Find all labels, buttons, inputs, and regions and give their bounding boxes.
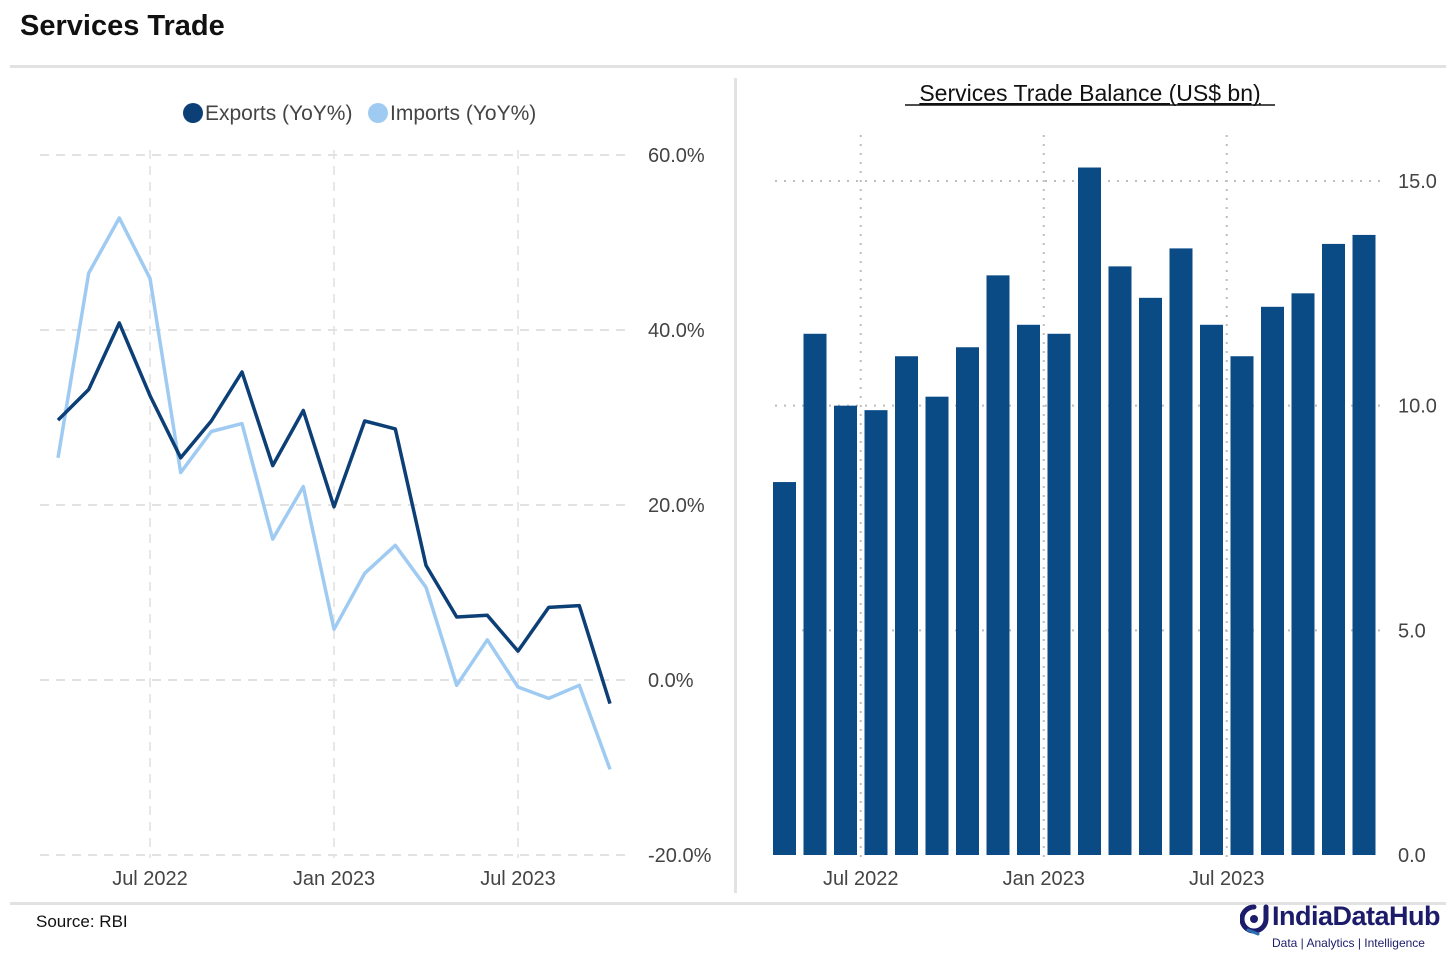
trade-balance-bar [895, 356, 918, 855]
trade-balance-bar [1322, 243, 1345, 855]
line-chart-ytick-label: 40.0% [648, 320, 705, 342]
trade-balance-bar [803, 333, 827, 856]
line-chart-ytick-label: 20.0% [648, 495, 705, 517]
trade-balance-bar [1230, 356, 1254, 855]
trade-balance-bar [1017, 324, 1040, 856]
bar-chart-xtick-label: Jul 2023 [1189, 868, 1265, 890]
trade-balance-bar [986, 275, 1010, 855]
line-chart-ytick-label: 60.0% [648, 145, 705, 167]
panel-divider [734, 78, 737, 893]
logo-mark-icon [1240, 904, 1269, 936]
trade-balance-bar-chart: 0.05.010.015.0 Jul 2022 Jan 2023 Jul 2023 … [773, 80, 1437, 890]
legend-marker-imports [368, 103, 388, 123]
line-chart-ytick-label: 0.0% [648, 670, 694, 692]
bar-chart-ytick-label: 10.0 [1398, 396, 1437, 418]
trade-balance-bar [864, 410, 888, 855]
line-chart-xtick-label: Jan 2023 [293, 868, 375, 890]
header-divider [10, 65, 1446, 68]
exports-imports-line-chart: -20.0% 0.0% 20.0% 40.0% 60.0% Jul 2022 Jan 20… [40, 102, 712, 890]
bar-chart-title: Services Trade Balance (US$ bn) [919, 80, 1260, 106]
trade-balance-bar [1139, 297, 1162, 855]
trade-balance-bar [834, 405, 857, 855]
trade-balance-bar [1200, 324, 1223, 856]
indiadatahub-logo: IndiaDataHub Data | Analytics | Intellig… [1240, 900, 1450, 956]
trade-balance-bar [1352, 234, 1376, 856]
trade-balance-bar [1108, 266, 1132, 856]
bar-chart-xtick-label: Jan 2023 [1003, 868, 1085, 890]
logo-tagline: Data | Analytics | Intelligence [1272, 936, 1425, 950]
logo-name: IndiaDataHub [1272, 901, 1441, 931]
trade-balance-bar [925, 396, 949, 855]
line-chart-ytick-label: -20.0% [648, 845, 712, 867]
bar-chart-xtick-label: Jul 2022 [823, 868, 899, 890]
line-chart-xtick-label: Jul 2023 [480, 868, 556, 890]
trade-balance-bar [1261, 306, 1284, 855]
source-note: Source: RBI [36, 912, 128, 931]
footer-divider [10, 902, 1446, 905]
trade-balance-bar [1047, 333, 1071, 856]
legend-marker-exports [183, 103, 203, 123]
bar-chart-ytick-label: 0.0 [1398, 845, 1426, 867]
trade-balance-bar [1291, 293, 1315, 855]
bar-chart-ytick-label: 15.0 [1398, 171, 1437, 193]
page-title: Services Trade [20, 10, 225, 42]
trade-balance-bar [1169, 248, 1193, 855]
trade-balance-bar [956, 347, 979, 855]
trade-balance-bar [1078, 167, 1101, 855]
legend-label-exports: Exports (YoY%) [205, 102, 352, 125]
line-chart-xtick-label: Jul 2022 [112, 868, 188, 890]
bar-chart-ytick-label: 5.0 [1398, 620, 1426, 642]
trade-balance-bar [773, 482, 796, 855]
legend-label-imports: Imports (YoY%) [390, 102, 536, 125]
